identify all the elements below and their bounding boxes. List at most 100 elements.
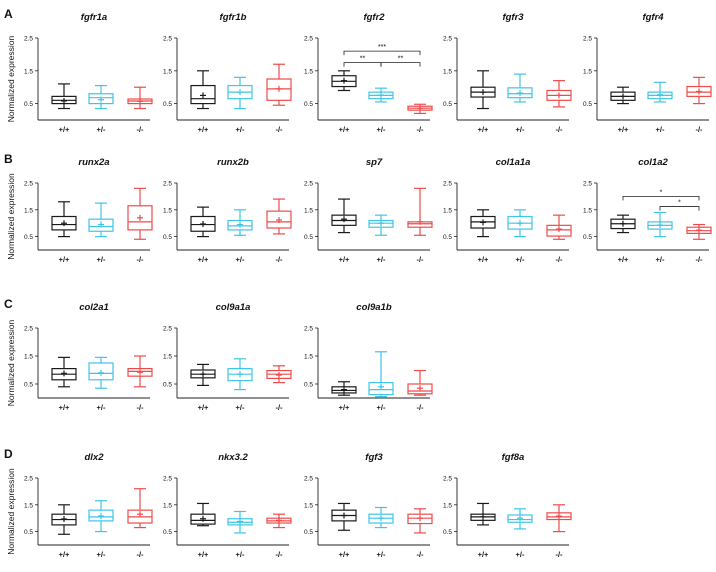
gene-title: sp7 [366,157,383,168]
y-tick-label: 0.5 [304,382,313,389]
box-+/- [88,84,114,110]
box--/- [266,63,292,106]
box-+/+ [51,201,77,238]
sig-label: * [660,189,663,196]
y-tick-label: 0.5 [443,234,452,241]
sig-label: * [678,200,681,207]
box-+/- [368,87,394,103]
x-tick-label: +/- [377,403,386,412]
y-axis-label: Normalized expression [6,173,16,260]
iqr-box [51,215,77,231]
box-+/- [88,356,114,389]
x-tick-label: +/+ [339,550,350,559]
y-tick-label: 0.5 [24,234,33,241]
y-tick-label: 2.5 [24,476,33,483]
y-tick-label: 2.5 [304,326,313,333]
box-+/+ [470,209,496,238]
y-tick-label: 1.5 [443,68,452,75]
x-tick-label: +/+ [198,550,209,559]
iqr-box [190,513,216,525]
sig-bracket [343,62,382,67]
y-tick-label: 0.5 [24,382,33,389]
box-+/- [507,73,533,103]
y-tick-label: 2.5 [304,476,313,483]
iqr-box [190,215,216,232]
box-+/+ [51,504,77,535]
x-tick-label: -/- [416,403,424,412]
gene-title: fgfr3 [502,12,524,23]
subplot-runx2b: runx2b 2.5 1.5 0.5 +/+ +/- -/- [163,157,292,264]
x-tick-label: -/- [416,125,424,134]
x-tick-label: +/- [516,255,525,264]
box--/- [127,86,153,110]
y-tick-label: 1.5 [24,354,33,361]
box--/- [407,187,433,236]
x-tick-label: -/- [136,403,144,412]
x-tick-label: +/- [516,125,525,134]
box-+/- [88,202,114,238]
y-axis-label: Normalized expression [6,320,16,407]
y-tick-label: 0.5 [304,101,313,108]
y-tick-label: 2.5 [163,326,172,333]
subplot-col2a1: col2a1 2.5 1.5 0.5 +/+ +/- -/- [24,302,153,412]
panel-letter-D: D [4,447,13,461]
subplot-fgf3: fgf3 2.5 1.5 0.5 +/+ +/- -/- [304,452,433,559]
subplot-nkx3.2: nkx3.2 2.5 1.5 0.5 +/+ +/- -/- [163,452,292,559]
x-tick-label: -/- [695,125,703,134]
x-tick-label: +/- [236,550,245,559]
iqr-box [127,368,153,377]
box-+/- [227,76,253,110]
x-tick-label: +/+ [618,255,629,264]
gene-title: col9a1a [216,302,251,313]
x-tick-label: -/- [275,125,283,134]
box-+/+ [190,70,216,110]
iqr-box [127,205,153,231]
x-tick-label: -/- [416,550,424,559]
y-tick-label: 1.5 [163,68,172,75]
x-tick-label: +/- [377,255,386,264]
box-+/- [507,508,533,530]
box-+/- [368,506,394,529]
y-tick-label: 2.5 [443,476,452,483]
x-tick-label: -/- [416,255,424,264]
box-+/- [647,211,673,238]
panel-letter-A: A [4,7,13,21]
x-tick-label: +/+ [339,125,350,134]
y-tick-label: 1.5 [24,207,33,214]
box--/- [686,76,712,105]
y-tick-label: 0.5 [583,234,592,241]
x-tick-label: -/- [555,550,563,559]
box-+/+ [610,86,636,105]
y-tick-label: 0.5 [443,101,452,108]
iqr-box [368,382,394,396]
y-tick-label: 1.5 [443,502,452,509]
box-+/+ [190,206,216,238]
y-tick-label: 1.5 [304,68,313,75]
subplot-sp7: sp7 2.5 1.5 0.5 +/+ +/- -/- [304,157,433,264]
x-tick-label: +/+ [618,125,629,134]
x-tick-label: +/- [97,403,106,412]
box-+/+ [610,214,636,234]
y-tick-label: 0.5 [163,234,172,241]
gene-title: fgfr1b [220,12,247,23]
subplot-fgf8a: fgf8a 2.5 1.5 0.5 +/+ +/- -/- [443,452,572,559]
x-tick-label: -/- [695,255,703,264]
x-tick-label: +/- [97,550,106,559]
gene-title: col2a1 [79,302,109,313]
box--/- [266,365,292,384]
iqr-box [507,514,533,523]
box-+/+ [190,502,216,527]
y-tick-label: 2.5 [583,36,592,43]
x-tick-label: +/+ [339,255,350,264]
x-tick-label: +/+ [198,125,209,134]
subplot-runx2a: runx2a 2.5 1.5 0.5 +/+ +/- -/- [24,157,153,264]
box-+/- [88,500,114,533]
iqr-box [88,93,114,105]
y-tick-label: 0.5 [443,529,452,536]
gene-title: runx2b [217,157,249,168]
x-tick-label: -/- [136,255,144,264]
y-tick-label: 1.5 [163,502,172,509]
sig-bracket [659,206,700,211]
box-+/+ [331,381,357,396]
